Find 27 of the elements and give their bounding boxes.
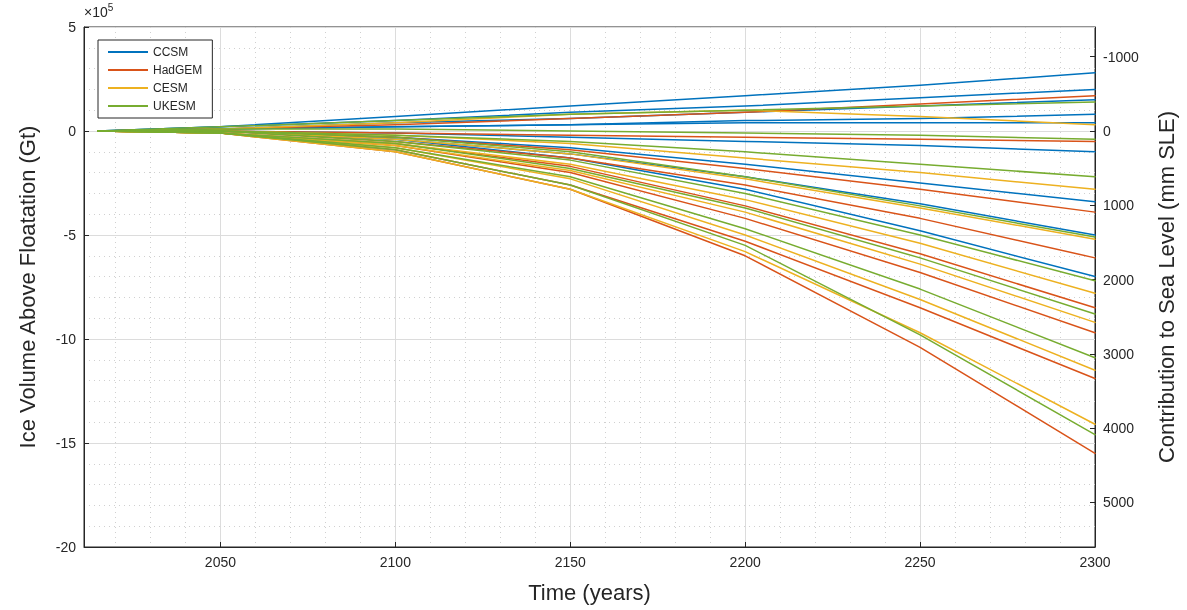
y2-tick-label: 2000 [1103, 271, 1135, 288]
y-axis-title: Ice Volume Above Floatation (Gt) [14, 125, 40, 449]
y2-tick-label: 5000 [1103, 494, 1135, 511]
y-tick-label: -20 [55, 539, 77, 555]
y2-tick-label: -1000 [1103, 48, 1140, 65]
legend-label: HadGEM [153, 63, 203, 77]
legend-label: UKESM [153, 99, 196, 113]
x-tick-label: 2300 [1079, 554, 1111, 570]
x-tick-label: 2150 [554, 554, 587, 570]
legend-label: CESM [153, 81, 188, 95]
x-tick-label: 2100 [379, 554, 412, 570]
y-tick-label: -5 [63, 227, 77, 243]
x-tick-label: 2050 [204, 554, 237, 570]
y-tick-label: -15 [55, 435, 77, 451]
y-tick-label: -10 [55, 331, 77, 347]
legend-label: CCSM [153, 45, 189, 59]
y2-axis-title: Contribution to Sea Level (mm SLE) [1153, 110, 1179, 464]
y2-tick-label: 1000 [1103, 197, 1135, 214]
y2-tick-label: 0 [1103, 123, 1111, 139]
text: ×10$^{5}$ [84, 2, 114, 20]
y-tick-label: 5 [68, 19, 77, 35]
y2-tick-label: 3000 [1103, 345, 1135, 362]
x-axis-title: Time (years) [528, 579, 651, 605]
x-tick-label: 2250 [904, 554, 936, 570]
x-tick-label: 2200 [729, 554, 761, 570]
y-tick-label: 0 [68, 123, 77, 139]
y2-tick-label: 4000 [1103, 420, 1135, 437]
